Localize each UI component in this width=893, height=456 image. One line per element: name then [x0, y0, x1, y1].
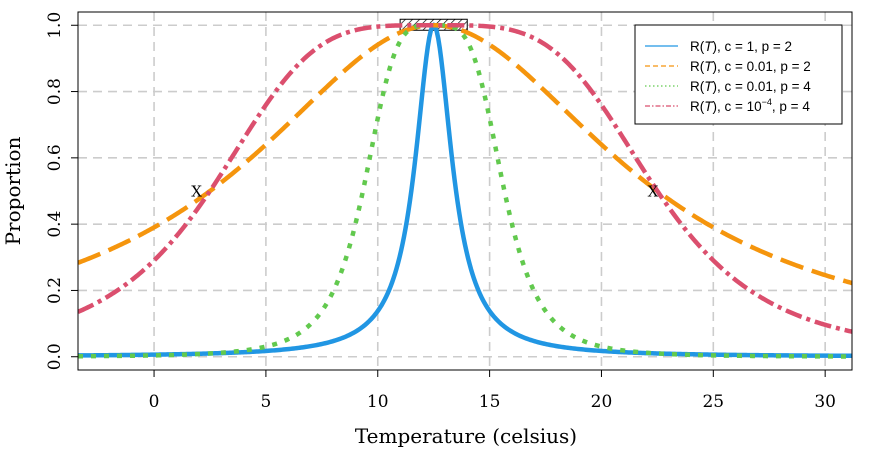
legend-label-0: R(T), c = 1, p = 2	[690, 39, 792, 54]
y-tick-label-3: 0.6	[45, 144, 65, 171]
legend: R(T), c = 1, p = 2 R(T), c = 0.01, p = 2 R…	[634, 24, 843, 125]
annotation-x-mark-0: X	[191, 183, 202, 201]
y-tick-label-0: 0.0	[45, 343, 65, 370]
y-tick-label-2: 0.4	[45, 211, 65, 238]
x-axis: 0 5 10 15 20 25 30	[149, 370, 836, 412]
x-tick-label-0: 0	[149, 392, 160, 412]
legend-label-2: R(T), c = 0.01, p = 4	[690, 79, 811, 94]
legend-label-3: R(T), c = 10−4, p = 4	[690, 97, 810, 114]
annotation-x-mark-1: X	[648, 183, 659, 201]
series-lines	[78, 22, 852, 359]
x-tick-label-5: 25	[702, 392, 724, 412]
legend-label-1: R(T), c = 0.01, p = 2	[690, 59, 811, 74]
x-axis-label: Temperature (celsius)	[355, 424, 577, 448]
series-line-0	[78, 22, 852, 359]
x-tick-label-2: 10	[367, 392, 389, 412]
plot-frame	[77, 11, 853, 371]
x-tick-label-6: 30	[814, 392, 836, 412]
y-axis-label: Proportion	[1, 136, 25, 245]
x-tick-label-3: 15	[479, 392, 501, 412]
y-tick-label-5: 1.0	[45, 12, 65, 39]
series-line-2	[78, 23, 852, 359]
x-tick-label-4: 20	[591, 392, 613, 412]
y-tick-label-4: 0.8	[45, 78, 65, 105]
y-axis: 0.0 0.2 0.4 0.6 0.8 1.0	[45, 12, 78, 370]
y-tick-label-1: 0.2	[45, 277, 65, 304]
legend-box	[634, 24, 843, 125]
x-tick-label-1: 5	[260, 392, 271, 412]
